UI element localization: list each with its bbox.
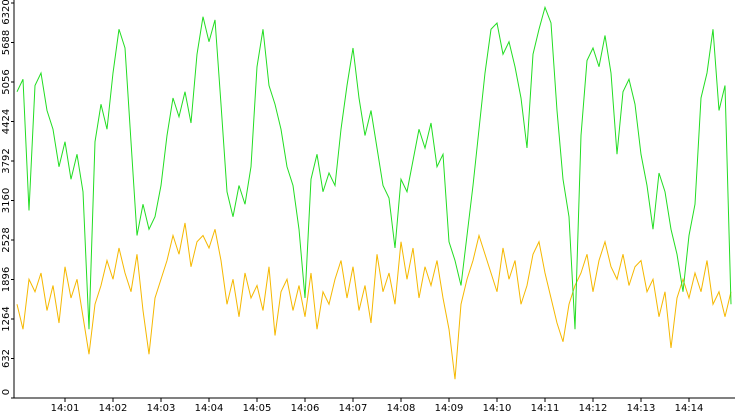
y-tick-label: 5056	[1, 69, 12, 94]
x-tick-label: 14:06	[291, 403, 320, 414]
y-tick-label: 1264	[1, 306, 12, 331]
x-tick-label: 14:01	[51, 403, 80, 414]
y-tick-label: 3160	[1, 188, 12, 213]
y-tick-label: 1896	[1, 267, 12, 292]
y-tick-label: 6320	[1, 0, 12, 25]
x-tick-label: 14:07	[339, 403, 368, 414]
x-tick-label: 14:12	[579, 403, 608, 414]
y-tick-label: 632	[1, 349, 12, 368]
x-tick-label: 14:14	[675, 403, 704, 414]
y-tick-label: 2528	[1, 227, 12, 252]
y-tick-label: 0	[1, 389, 12, 395]
y-tick-label: 3792	[1, 148, 12, 173]
x-tick-label: 14:04	[195, 403, 224, 414]
series-line	[16, 222, 732, 380]
x-tick-label: 14:02	[99, 403, 128, 414]
x-tick-label: 14:10	[483, 403, 512, 414]
y-tick-label: 5688	[1, 30, 12, 55]
x-tick-label: 14:03	[147, 403, 176, 414]
x-tick-label: 14:09	[435, 403, 464, 414]
x-tick-label: 14:08	[387, 403, 416, 414]
x-tick-label: 14:11	[531, 403, 560, 414]
y-tick-label: 4424	[1, 109, 12, 134]
x-tick-label: 14:13	[627, 403, 656, 414]
x-tick-label: 14:05	[243, 403, 272, 414]
series-line	[16, 5, 732, 330]
